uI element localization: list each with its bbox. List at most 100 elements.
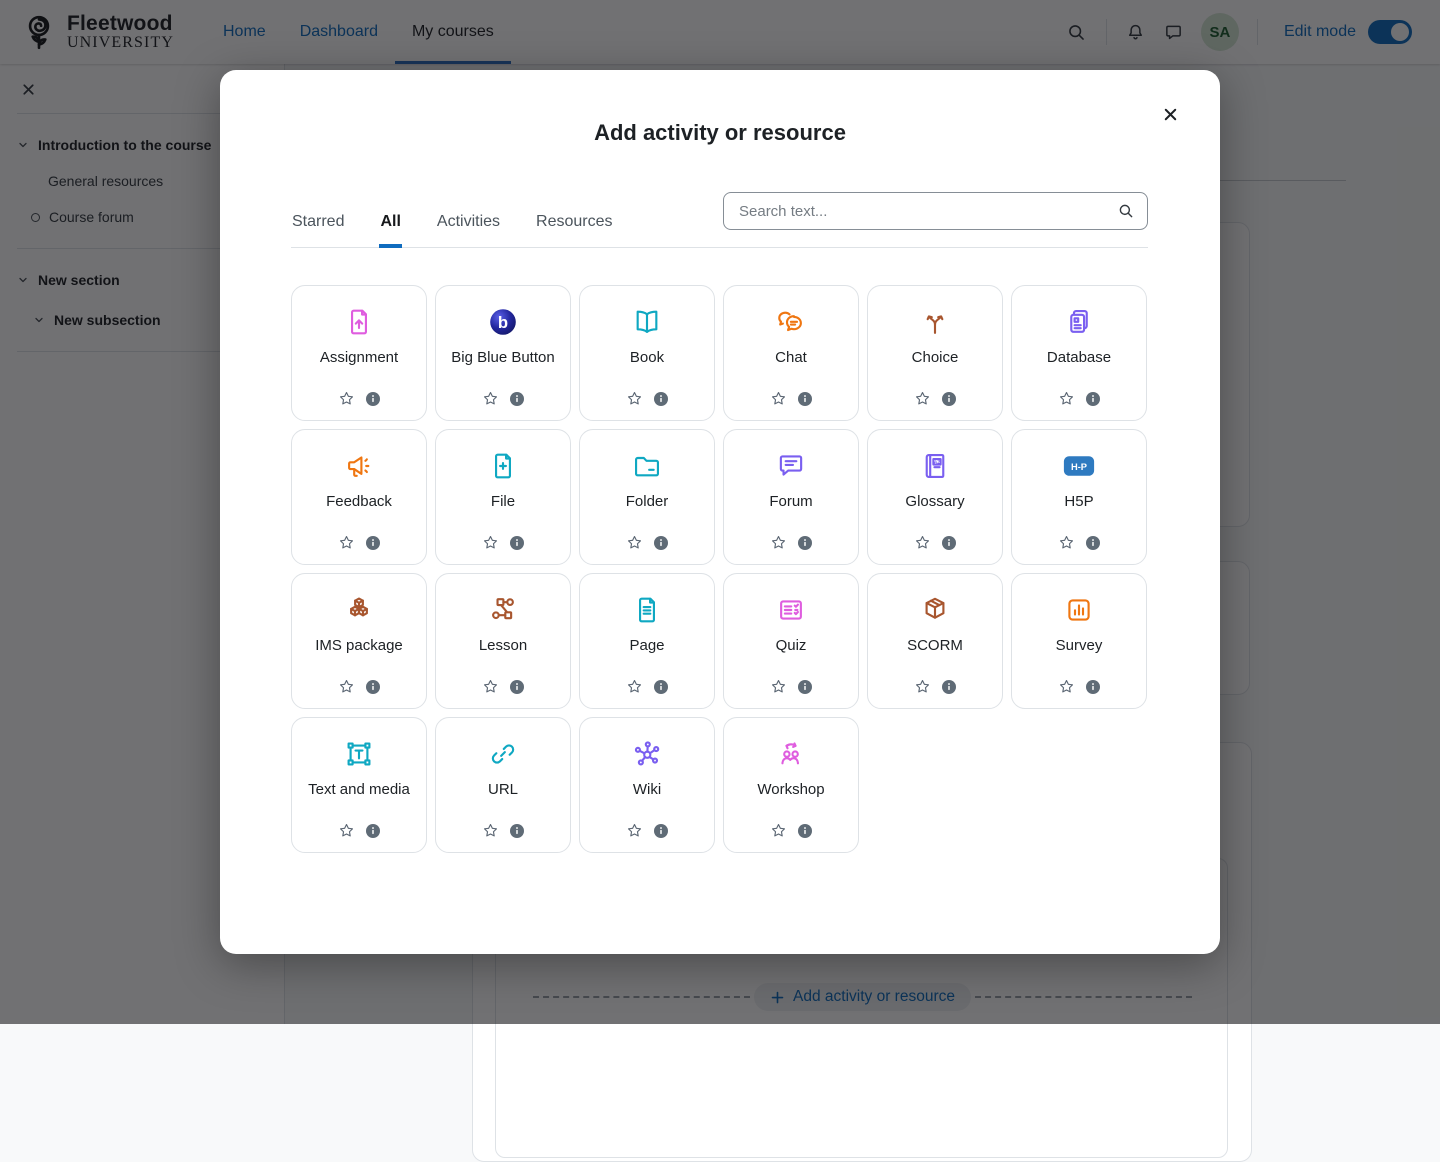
activity-tile-page[interactable]: Page (579, 573, 715, 709)
svg-text:AZ: AZ (934, 459, 940, 464)
activity-tile-database[interactable]: Database (1011, 285, 1147, 421)
star-icon[interactable] (626, 822, 643, 839)
activity-tile-lesson[interactable]: Lesson (435, 573, 571, 709)
activity-grid: Assignment b Big Blue Button Book (291, 285, 1149, 853)
star-icon[interactable] (770, 678, 787, 695)
star-icon[interactable] (770, 390, 787, 407)
info-icon[interactable] (509, 535, 525, 551)
star-icon[interactable] (626, 678, 643, 695)
info-icon[interactable] (941, 535, 957, 551)
h5p-icon: H-P (1063, 449, 1095, 483)
url-icon (487, 737, 519, 771)
survey-icon (1063, 593, 1095, 627)
tab-bar: Starred All Activities Resources (291, 203, 614, 248)
modal-title: Add activity or resource (594, 120, 846, 145)
activity-tile-workshop[interactable]: Workshop (723, 717, 859, 853)
forum-icon (775, 449, 807, 483)
bigbluebutton-icon: b (487, 305, 519, 339)
activity-tile-quiz[interactable]: Quiz (723, 573, 859, 709)
database-icon (1063, 305, 1095, 339)
activity-tile-chat[interactable]: Chat (723, 285, 859, 421)
star-icon[interactable] (338, 678, 355, 695)
star-icon[interactable] (338, 822, 355, 839)
info-icon[interactable] (797, 391, 813, 407)
activity-tile-file[interactable]: File (435, 429, 571, 565)
info-icon[interactable] (1085, 391, 1101, 407)
activity-tile-glossary[interactable]: AZ Glossary (867, 429, 1003, 565)
activity-tile-h5p[interactable]: H-P H5P (1011, 429, 1147, 565)
text-media-icon (343, 737, 375, 771)
info-icon[interactable] (365, 679, 381, 695)
star-icon[interactable] (770, 822, 787, 839)
activity-tile-forum[interactable]: Forum (723, 429, 859, 565)
info-icon[interactable] (509, 391, 525, 407)
star-icon[interactable] (1058, 678, 1075, 695)
star-icon[interactable] (1058, 534, 1075, 551)
tab-activities[interactable]: Activities (436, 203, 501, 247)
info-icon[interactable] (365, 823, 381, 839)
star-icon[interactable] (338, 534, 355, 551)
search-icon (1117, 202, 1135, 220)
choice-icon (919, 305, 951, 339)
ims-package-icon (343, 593, 375, 627)
activity-tile-ims-package[interactable]: IMS package (291, 573, 427, 709)
activity-tile-wiki[interactable]: Wiki (579, 717, 715, 853)
info-icon[interactable] (797, 679, 813, 695)
star-icon[interactable] (482, 390, 499, 407)
activity-tile-big-blue-button[interactable]: b Big Blue Button (435, 285, 571, 421)
star-icon[interactable] (482, 678, 499, 695)
tab-starred[interactable]: Starred (291, 203, 345, 247)
page-icon (631, 593, 663, 627)
activity-tile-folder[interactable]: Folder (579, 429, 715, 565)
info-icon[interactable] (509, 823, 525, 839)
tab-resources[interactable]: Resources (535, 203, 613, 247)
svg-text:H-P: H-P (1071, 462, 1087, 472)
star-icon[interactable] (914, 390, 931, 407)
star-icon[interactable] (626, 390, 643, 407)
folder-icon (631, 449, 663, 483)
close-icon[interactable] (1159, 103, 1182, 126)
info-icon[interactable] (365, 391, 381, 407)
info-icon[interactable] (653, 391, 669, 407)
quiz-icon (775, 593, 807, 627)
info-icon[interactable] (653, 823, 669, 839)
lesson-icon (487, 593, 519, 627)
star-icon[interactable] (338, 390, 355, 407)
feedback-icon (343, 449, 375, 483)
star-icon[interactable] (1058, 390, 1075, 407)
add-activity-modal: Add activity or resource Starred All Act… (220, 70, 1220, 954)
star-icon[interactable] (914, 678, 931, 695)
search-input[interactable] (723, 192, 1148, 230)
star-icon[interactable] (482, 534, 499, 551)
info-icon[interactable] (365, 535, 381, 551)
star-icon[interactable] (914, 534, 931, 551)
info-icon[interactable] (509, 679, 525, 695)
info-icon[interactable] (941, 391, 957, 407)
info-icon[interactable] (797, 823, 813, 839)
activity-tile-feedback[interactable]: Feedback (291, 429, 427, 565)
tab-all[interactable]: All (379, 203, 403, 248)
modal-controls: Starred All Activities Resources (291, 192, 1148, 248)
star-icon[interactable] (482, 822, 499, 839)
info-icon[interactable] (797, 535, 813, 551)
wiki-icon (631, 737, 663, 771)
star-icon[interactable] (770, 534, 787, 551)
activity-tile-assignment[interactable]: Assignment (291, 285, 427, 421)
info-icon[interactable] (1085, 535, 1101, 551)
scorm-icon (919, 593, 951, 627)
glossary-icon: AZ (919, 449, 951, 483)
activity-tile-survey[interactable]: Survey (1011, 573, 1147, 709)
activity-tile-text-and-media[interactable]: Text and media (291, 717, 427, 853)
assignment-icon (343, 305, 375, 339)
activity-tile-choice[interactable]: Choice (867, 285, 1003, 421)
info-icon[interactable] (653, 679, 669, 695)
activity-tile-book[interactable]: Book (579, 285, 715, 421)
info-icon[interactable] (941, 679, 957, 695)
info-icon[interactable] (1085, 679, 1101, 695)
activity-tile-scorm[interactable]: SCORM (867, 573, 1003, 709)
info-icon[interactable] (653, 535, 669, 551)
workshop-icon (775, 737, 807, 771)
star-icon[interactable] (626, 534, 643, 551)
chat-icon (775, 305, 807, 339)
activity-tile-url[interactable]: URL (435, 717, 571, 853)
